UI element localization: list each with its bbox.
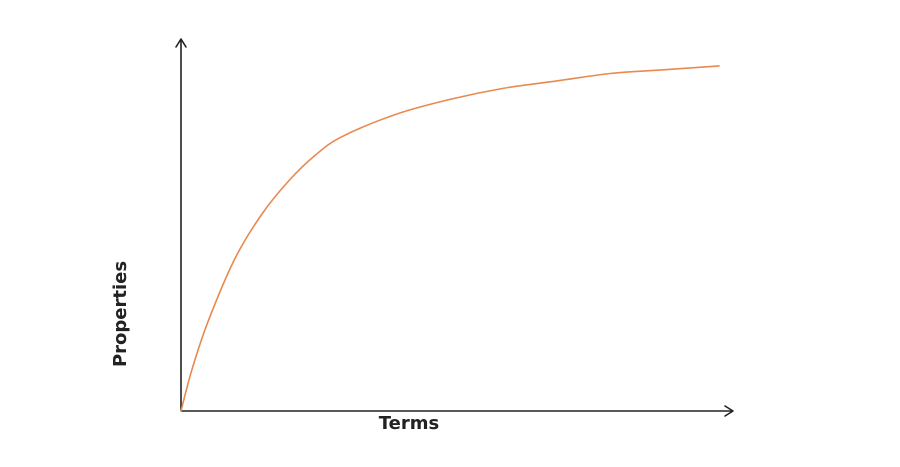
y-axis-label: Properties: [110, 261, 131, 367]
series-line-0: [180, 65, 720, 412]
y-axis: [175, 38, 187, 411]
series-layer: [180, 65, 720, 412]
x-axis: [181, 405, 734, 417]
x-axis-label: Terms: [379, 413, 439, 434]
y-axis-arrow-icon: [175, 38, 187, 48]
x-axis-arrow-icon: [724, 405, 734, 417]
